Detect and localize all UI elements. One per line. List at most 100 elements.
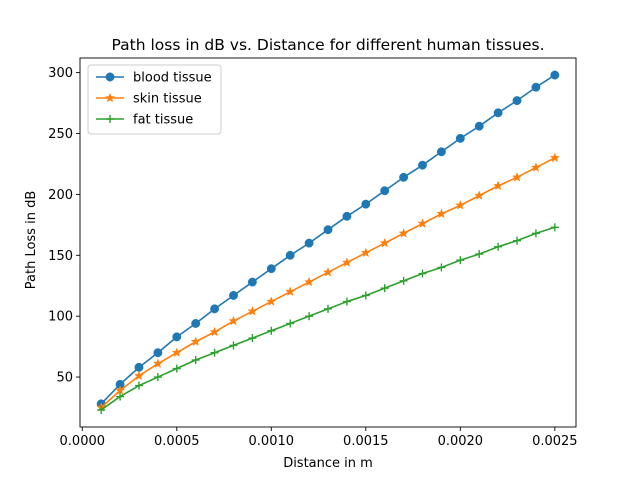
- chart-title: Path loss in dB vs. Distance for differe…: [112, 36, 545, 54]
- data-point-1-12: [322, 267, 334, 277]
- data-point-2-15: [380, 284, 389, 293]
- data-point-1-16: [398, 228, 409, 238]
- data-point-2-1: [116, 392, 125, 401]
- data-point-0-21: [493, 108, 503, 118]
- data-point-0-10: [285, 250, 295, 260]
- data-point-1-18: [436, 208, 447, 219]
- legend-label-1: skin tissue: [133, 92, 202, 107]
- data-point-0-23: [531, 82, 541, 92]
- data-point-2-23: [531, 229, 540, 238]
- plot-area: 0.0000 0.0005 0.0010 0.0015 0.0020 0.0025 50 10…: [48, 57, 578, 449]
- data-point-1-2: [133, 370, 145, 381]
- data-point-1-21: [493, 180, 504, 191]
- legend-marker-0: [105, 72, 115, 82]
- data-point-0-8: [247, 277, 257, 287]
- data-point-1-4: [171, 347, 182, 358]
- x-axis-label: Distance in m: [283, 456, 373, 471]
- data-point-0-17: [418, 160, 427, 170]
- data-point-2-21: [494, 242, 503, 251]
- data-point-2-14: [361, 291, 370, 300]
- data-point-2-13: [342, 297, 351, 306]
- data-point-2-22: [513, 236, 522, 245]
- data-point-0-20: [474, 121, 484, 131]
- legend-item-1: skin tissue: [96, 92, 202, 107]
- data-point-2-8: [248, 334, 257, 343]
- data-point-1-24: [549, 152, 560, 163]
- data-point-1-14: [360, 247, 371, 258]
- data-point-2-11: [305, 312, 314, 321]
- data-point-2-17: [418, 269, 427, 278]
- data-point-0-9: [266, 264, 276, 274]
- data-point-0-6: [210, 304, 220, 314]
- data-point-0-12: [323, 225, 333, 235]
- series-1: [96, 152, 560, 412]
- y-tick-label-1: 100: [48, 310, 73, 325]
- data-point-1-23: [530, 162, 541, 172]
- data-point-2-19: [456, 256, 465, 265]
- data-point-1-11: [304, 276, 315, 287]
- data-point-2-3: [153, 373, 162, 382]
- legend-marker-2: [106, 115, 114, 123]
- data-point-2-9: [267, 326, 276, 335]
- x-tick-label-3: 0.0015: [343, 434, 389, 449]
- x-tick-label-2: 0.0010: [249, 434, 295, 449]
- data-point-0-2: [134, 362, 144, 372]
- y-tick-label-4: 250: [48, 127, 73, 142]
- y-axis-label: Path Loss in dB: [24, 191, 39, 290]
- data-point-1-13: [341, 257, 352, 267]
- data-point-1-20: [474, 190, 485, 200]
- data-point-0-16: [399, 172, 409, 182]
- data-point-1-8: [247, 305, 258, 316]
- data-point-1-22: [511, 172, 523, 182]
- data-point-1-10: [285, 286, 296, 297]
- data-point-0-19: [455, 133, 465, 143]
- legend-item-0: blood tissue: [96, 71, 212, 86]
- y-tick-label-3: 200: [48, 188, 73, 203]
- data-point-0-3: [153, 348, 163, 358]
- data-point-1-7: [228, 315, 239, 326]
- data-point-0-5: [191, 319, 201, 328]
- legend-label-0: blood tissue: [133, 71, 212, 86]
- data-point-2-7: [229, 341, 238, 350]
- data-point-0-15: [380, 186, 390, 196]
- data-point-0-13: [342, 211, 352, 221]
- y-tick-label-2: 150: [48, 249, 73, 264]
- data-point-2-10: [286, 319, 295, 328]
- legend-marker-1: [104, 92, 116, 103]
- data-point-0-24: [550, 70, 560, 80]
- data-point-0-18: [436, 147, 446, 157]
- data-point-2-24: [550, 223, 559, 232]
- x-tick-label-1: 0.0005: [154, 434, 200, 449]
- axes-frame: [79, 57, 577, 428]
- data-point-0-14: [361, 199, 371, 209]
- x-tick-label-5: 0.0025: [532, 434, 578, 449]
- data-point-1-1: [115, 385, 126, 395]
- data-point-0-11: [304, 238, 314, 248]
- data-point-0-22: [512, 96, 522, 106]
- data-point-1-19: [455, 200, 466, 210]
- data-point-2-4: [172, 364, 181, 373]
- x-tick-label-0: 0.0000: [60, 434, 106, 449]
- data-point-2-18: [437, 263, 446, 272]
- data-point-2-5: [191, 356, 200, 365]
- series-2: [97, 223, 559, 414]
- x-tick-label-4: 0.0020: [438, 434, 484, 449]
- data-point-2-6: [210, 348, 219, 357]
- data-point-2-12: [324, 304, 332, 313]
- legend-item-2: fat tissue: [96, 113, 193, 128]
- data-point-1-5: [190, 336, 201, 347]
- data-point-2-16: [399, 276, 408, 285]
- data-point-1-3: [152, 358, 163, 368]
- data-point-1-6: [209, 326, 220, 337]
- y-tick-label-0: 50: [56, 371, 73, 386]
- legend-box: [87, 64, 222, 135]
- data-point-1-17: [417, 218, 428, 228]
- y-tick-label-5: 300: [48, 66, 73, 81]
- data-point-0-4: [172, 332, 182, 342]
- data-point-0-7: [229, 291, 238, 300]
- data-point-2-2: [134, 381, 143, 390]
- legend: blood tissue skin tissue fat tissue: [87, 64, 222, 135]
- data-point-2-0: [97, 405, 106, 414]
- data-point-2-20: [475, 250, 484, 259]
